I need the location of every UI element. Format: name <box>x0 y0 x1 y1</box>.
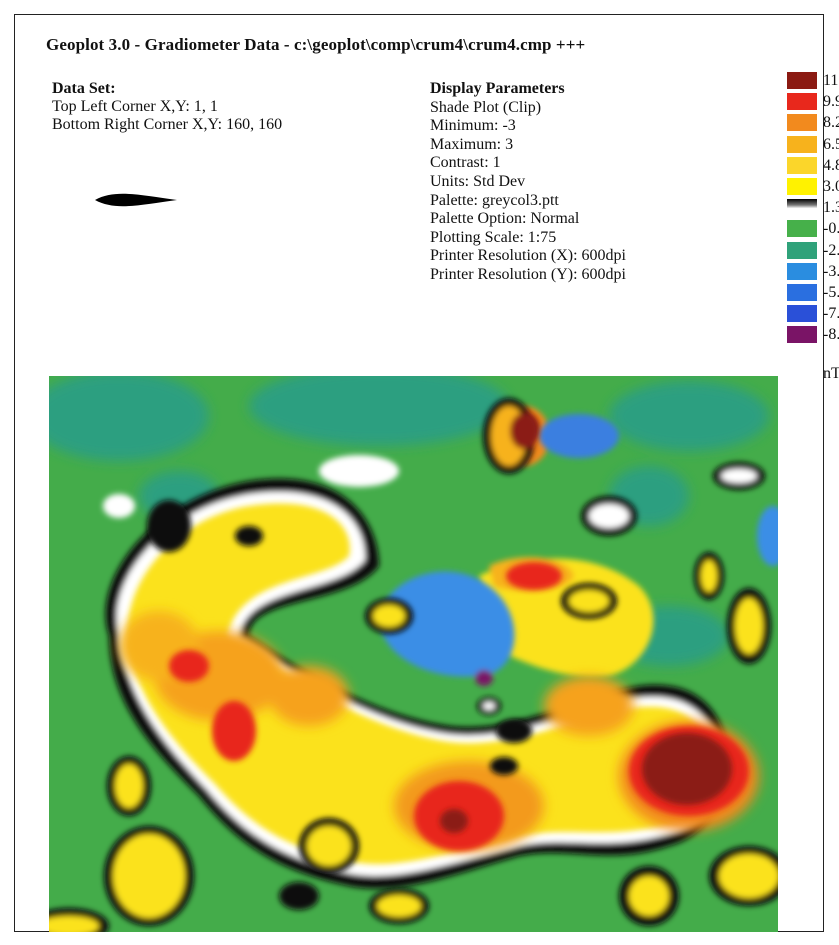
legend-swatch <box>787 72 817 89</box>
legend-label: 4.80 <box>823 156 839 174</box>
page-title: Geoplot 3.0 - Gradiometer Data - c:\geop… <box>46 35 586 54</box>
param-item: Contrast: 1 <box>430 154 501 172</box>
legend-label: 9.94 <box>823 93 839 111</box>
legend-swatch <box>787 241 817 259</box>
legend-swatch <box>787 135 817 153</box>
param-item: Palette Option: Normal <box>430 210 580 228</box>
bottom-right-corner: Bottom Right Corner X,Y: 160, 160 <box>52 116 283 133</box>
legend-label: -8.91 <box>823 326 839 344</box>
legend-label: 1.37 <box>823 199 839 217</box>
legend-unit: nT <box>823 365 839 382</box>
param-item: Printer Resolution (Y): 600dpi <box>430 265 626 283</box>
legend-label: -2.05 <box>823 241 839 259</box>
display-parameters-block: Display Parameters Shade Plot (Clip) Min… <box>430 80 626 285</box>
legend-label: 8.23 <box>823 114 839 132</box>
legend-swatch <box>787 178 817 195</box>
param-item: Units: Std Dev <box>430 172 526 190</box>
param-item: Plotting Scale: 1:75 <box>430 228 557 246</box>
legend-label: 11.65 <box>823 72 839 89</box>
param-item: Printer Resolution (X): 600dpi <box>430 247 626 265</box>
legend-label: -7.19 <box>823 305 839 323</box>
data-set-block: Data Set: Top Left Corner X,Y: 1, 1 Bott… <box>52 80 282 134</box>
top-left-corner: Top Left Corner X,Y: 1, 1 <box>52 98 218 115</box>
param-item: Maximum: 3 <box>430 135 514 153</box>
legend-swatch <box>787 199 817 217</box>
north-arrow-icon <box>95 187 179 220</box>
display-parameters-heading: Display Parameters <box>430 80 565 97</box>
legend-swatch <box>787 262 817 280</box>
legend-label: -0.34 <box>823 220 839 238</box>
legend-swatch <box>787 156 817 174</box>
legend-swatch <box>787 305 817 323</box>
legend-swatch <box>787 220 817 238</box>
legend-label: -3.77 <box>823 262 839 280</box>
data-set-heading: Data Set: <box>52 80 116 97</box>
legend-label: 3.09 <box>823 178 839 195</box>
param-item: Palette: greycol3.ptt <box>430 191 559 209</box>
legend-label: -5.48 <box>823 284 839 301</box>
legend-swatch <box>787 284 817 301</box>
legend-swatch <box>787 326 817 344</box>
param-item: Shade Plot (Clip) <box>430 98 542 116</box>
param-item: Minimum: -3 <box>430 117 516 135</box>
gradiometer-shade-plot <box>49 376 778 932</box>
legend-label: 6.51 <box>823 135 839 153</box>
legend-swatch <box>787 114 817 132</box>
legend-swatch <box>787 93 817 111</box>
